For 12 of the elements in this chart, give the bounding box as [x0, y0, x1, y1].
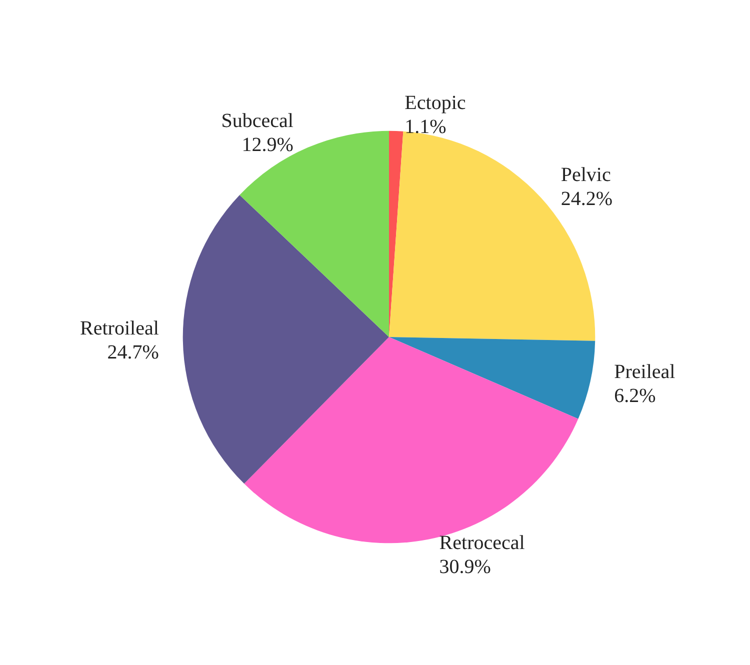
slice-label: Subcecal: [221, 110, 294, 132]
data-label: 30.9%: [439, 556, 491, 578]
data-label: 24.7%: [107, 341, 159, 364]
slice-label: Preileal: [614, 361, 676, 384]
data-label: 12.9%: [242, 134, 294, 156]
slice-label: Retroileal: [80, 317, 160, 340]
data-label: 24.2%: [560, 188, 613, 210]
data-label: 1.1%: [404, 116, 446, 138]
slice-label: Retrocecal: [439, 532, 526, 554]
slice-label: Ectopic: [404, 92, 466, 114]
slice-label: Pelvic: [560, 164, 611, 186]
data-label: 6.2%: [614, 385, 656, 408]
